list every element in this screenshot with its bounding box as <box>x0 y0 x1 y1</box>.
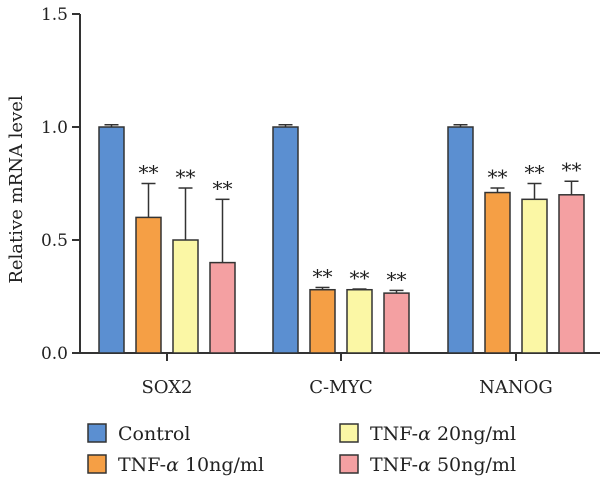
y-axis-title: Relative mRNA level <box>6 95 27 284</box>
significance-label: ** <box>562 158 582 182</box>
legend-swatch <box>339 454 359 474</box>
y-tick-label: 1.0 <box>41 118 68 138</box>
bar <box>309 288 336 354</box>
y-tick-label: 0.5 <box>41 231 68 251</box>
y-tick-label: 0.0 <box>41 344 68 364</box>
bar <box>558 194 585 354</box>
legend-swatch <box>339 423 359 443</box>
significance-label: ** <box>488 165 508 189</box>
legend-swatch <box>87 423 107 443</box>
bar <box>346 288 373 354</box>
significance-label: ** <box>387 267 407 291</box>
x-tick-label: SOX2 <box>141 377 192 398</box>
legend-label: TNF-α 20ng/ml <box>370 423 516 445</box>
legend-label: Control <box>118 423 190 445</box>
y-tick-label: 1.5 <box>41 5 68 25</box>
significance-label: ** <box>139 161 159 185</box>
legend-label: TNF-α 10ng/ml <box>118 454 264 476</box>
significance-label: ** <box>176 165 196 189</box>
significance-label: ** <box>213 176 233 200</box>
bar <box>172 239 199 354</box>
significance-label: ** <box>350 266 370 290</box>
significance-label: ** <box>525 161 545 185</box>
bar <box>209 261 236 354</box>
bar <box>447 126 474 354</box>
bar <box>383 292 410 354</box>
legend-label: TNF-α 50ng/ml <box>370 454 516 476</box>
significance-label: ** <box>313 264 333 288</box>
bar <box>272 126 299 354</box>
legend-swatch <box>87 454 107 474</box>
bar <box>484 191 511 354</box>
x-tick-label: C-MYC <box>309 377 373 398</box>
bar <box>135 216 162 354</box>
bar <box>98 126 125 354</box>
x-tick-label: NANOG <box>479 377 553 398</box>
bar <box>521 198 548 354</box>
